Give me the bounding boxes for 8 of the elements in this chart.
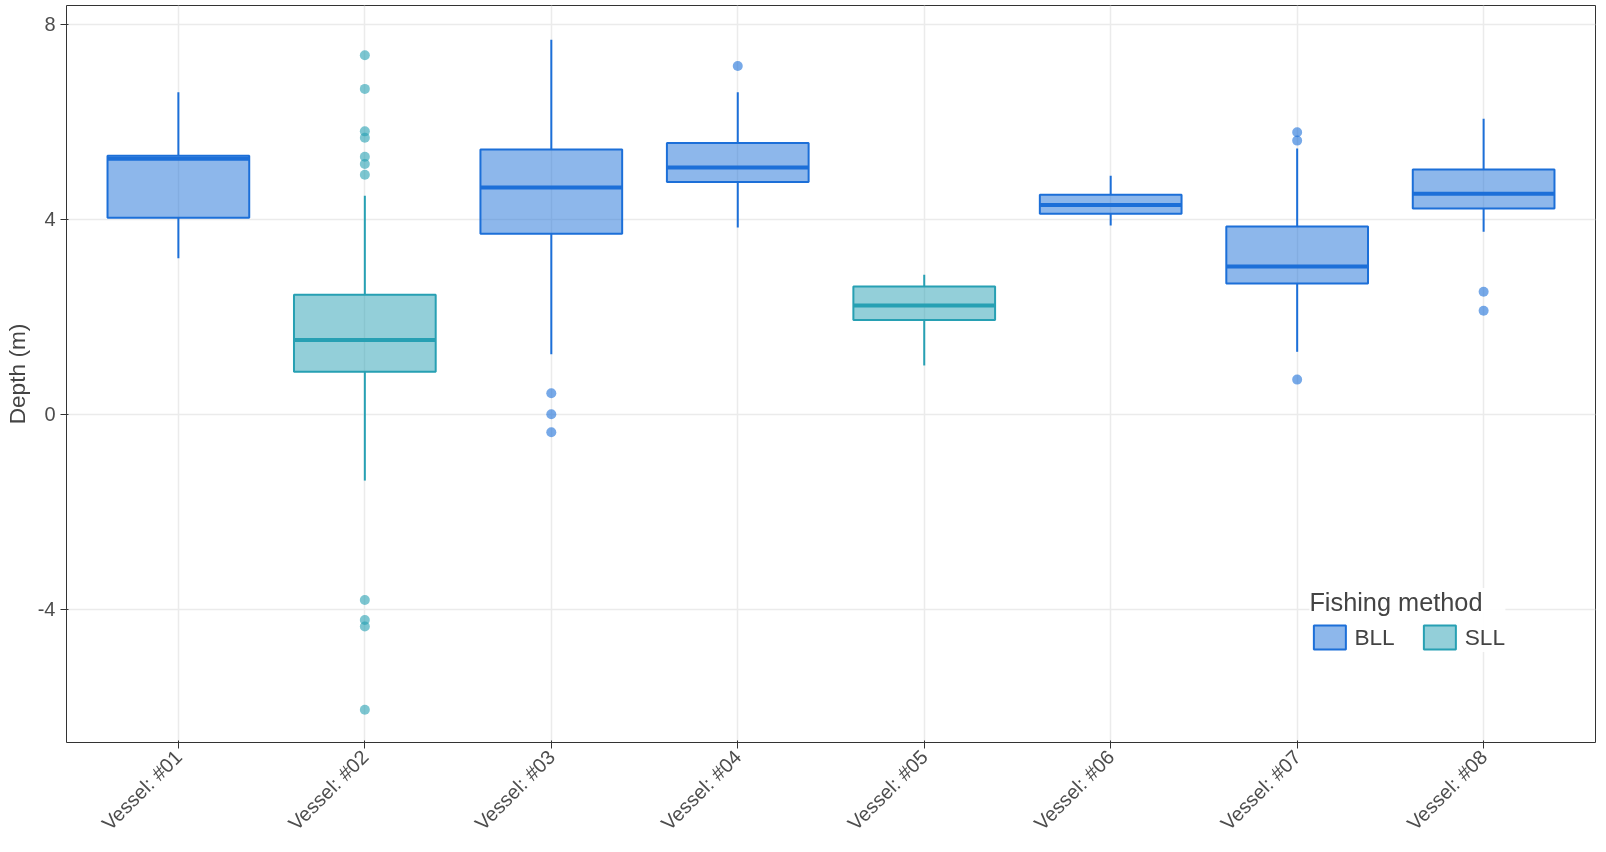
y-axis-title: Depth (m) [3,323,30,425]
y-tick-label: 0 [44,403,56,426]
y-tick-label: -4 [37,598,56,621]
y-tick-label: 8 [44,13,56,36]
legend-label: SLL [1464,623,1505,651]
legend-title: Fishing method [1309,588,1484,617]
legend-label: BLL [1354,623,1395,651]
y-tick-label: 4 [44,208,56,231]
